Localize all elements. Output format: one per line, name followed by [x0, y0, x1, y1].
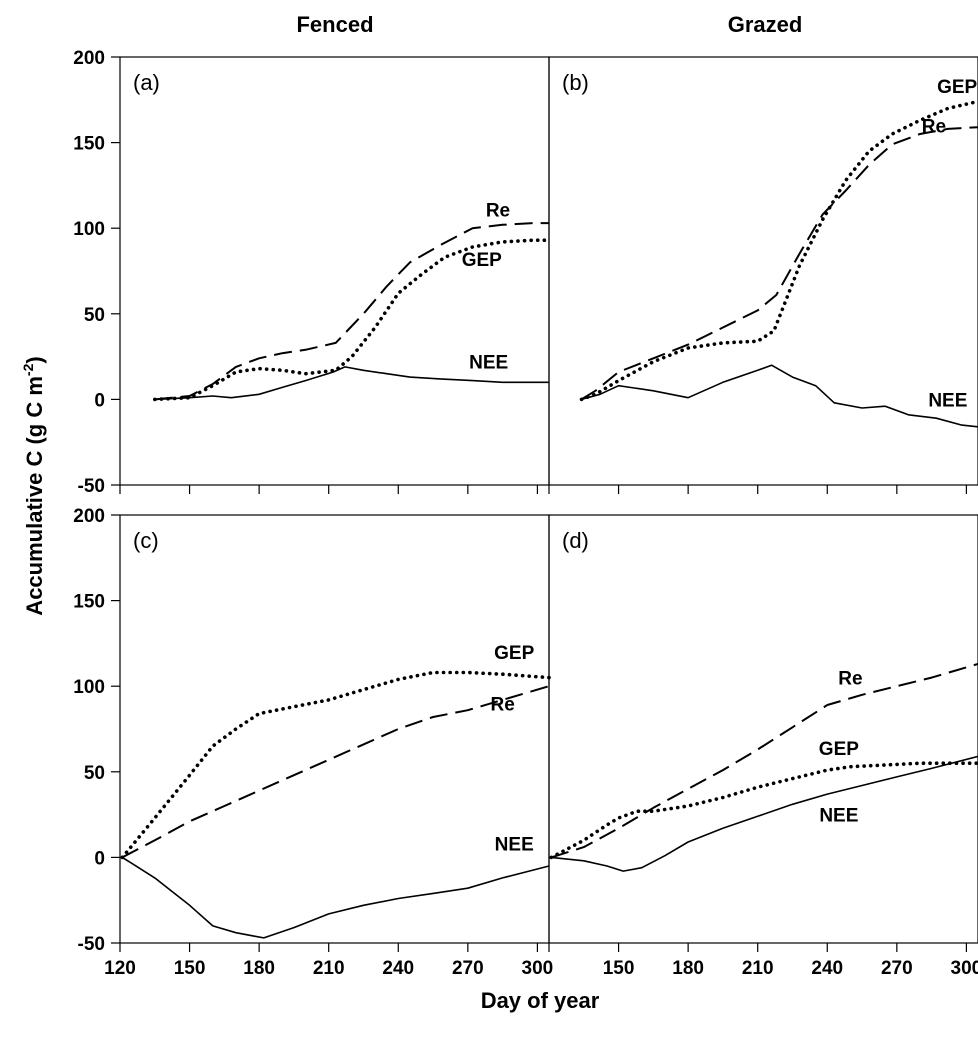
x-tick-label: 210: [742, 958, 774, 979]
series-label-nee-d: NEE: [819, 806, 858, 827]
y-tick-label: 50: [84, 305, 105, 326]
series-line-gep-b: [579, 99, 978, 402]
x-tick-label: 240: [382, 958, 414, 979]
y-tick-label: 200: [73, 48, 105, 69]
series-line-re-c: [121, 685, 550, 859]
series-line-gep-a: [153, 238, 551, 402]
x-tick-label: 180: [243, 958, 275, 979]
x-tick-label: 270: [881, 958, 913, 979]
series-line-gep-c: [120, 670, 551, 860]
series-line-nee-a: [154, 366, 549, 401]
y-tick-label: 0: [94, 390, 105, 411]
y-tick-label: 200: [73, 506, 105, 527]
panel-frame-b: [548, 56, 978, 486]
panel-frame-c: [119, 514, 550, 944]
series-label-nee-b: NEE: [928, 390, 967, 411]
panel-letter-d: (d): [562, 528, 589, 553]
series-line-re-a: [154, 222, 549, 401]
column-title-fenced: Fenced: [296, 12, 373, 37]
y-tick-label: 150: [73, 592, 105, 613]
series-label-gep-a: GEP: [462, 250, 502, 271]
x-tick-label: 300: [951, 958, 978, 979]
series-line-nee-b: [581, 364, 978, 428]
series-line-gep-d: [549, 761, 978, 860]
panel-letter-a: (a): [133, 70, 160, 95]
series-label-gep-d: GEP: [819, 739, 859, 760]
series-label-nee-c: NEE: [495, 835, 534, 856]
x-tick-label: 300: [522, 958, 554, 979]
x-tick-label: 150: [603, 958, 635, 979]
panel-letter-b: (b): [562, 70, 589, 95]
series-label-gep-b: GEP: [937, 77, 977, 98]
series-label-re-c: Re: [490, 694, 514, 715]
y-axis-title-tail: ): [22, 356, 47, 363]
x-axis-title: Day of year: [481, 988, 600, 1013]
y-tick-label: 50: [84, 763, 105, 784]
y-tick-label: 150: [73, 134, 105, 155]
y-tick-label: 0: [94, 848, 105, 869]
x-tick-label: 240: [811, 958, 843, 979]
panel-letter-c: (c): [133, 528, 159, 553]
series-label-gep-c: GEP: [494, 643, 534, 664]
y-axis-title: Accumulative C (g C m-2): [20, 356, 47, 615]
y-axis-title-superscript: -2: [20, 363, 36, 376]
x-tick-label: 180: [672, 958, 704, 979]
series-label-re-b: Re: [922, 116, 946, 137]
y-tick-label: 100: [73, 219, 105, 240]
series-line-nee-c: [121, 856, 550, 939]
panel-d: (d) 150 180 210 240 270 300 Re GEP NEE: [548, 514, 978, 979]
series-line-nee-d: [551, 755, 978, 872]
series-label-re-d: Re: [838, 669, 862, 690]
y-axis-title-main: Accumulative C (g C m: [22, 376, 47, 616]
panel-b: (b) GEP Re NEE: [548, 56, 978, 494]
x-tick-label: 270: [452, 958, 484, 979]
column-title-grazed: Grazed: [728, 12, 803, 37]
x-tick-label: 210: [313, 958, 345, 979]
x-tick-label: 150: [174, 958, 206, 979]
series-line-re-b: [580, 126, 978, 401]
y-tick-label: -50: [78, 476, 105, 497]
y-tick-label: -50: [78, 934, 105, 955]
series-line-re-d: [550, 662, 978, 859]
panel-c: (c) -50 0 50 100 150 200 120 150 180 210 240 270 300 G…: [73, 506, 553, 979]
series-label-nee-a: NEE: [469, 353, 508, 374]
panel-a: (a) -50 0 50 100 150 200 Re GEP NEE: [73, 48, 551, 497]
panel-frame-d: [548, 514, 978, 944]
series-label-re-a: Re: [486, 200, 510, 221]
y-tick-label: 100: [73, 677, 105, 698]
x-tick-label: 120: [104, 958, 136, 979]
